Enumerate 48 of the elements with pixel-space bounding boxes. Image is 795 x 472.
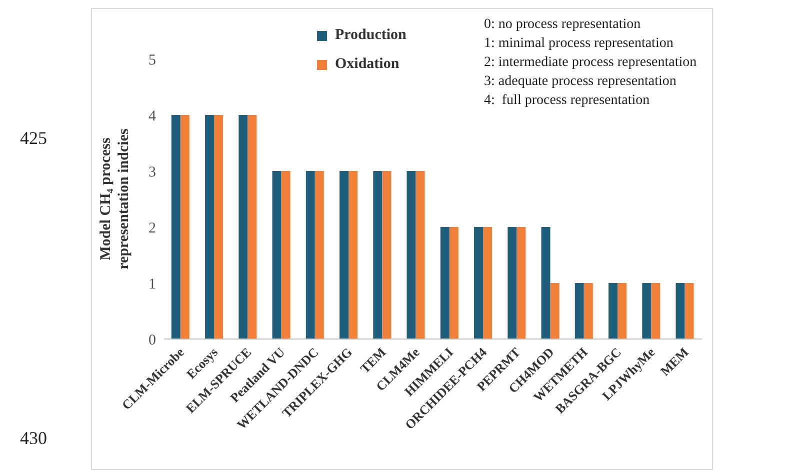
bar (508, 227, 517, 339)
y-tick-label: 5 (148, 52, 156, 68)
bar (214, 115, 224, 339)
bar (406, 171, 416, 339)
bar (373, 171, 382, 339)
y-tick-label: 2 (148, 220, 156, 236)
bar (449, 227, 458, 339)
y-tick-label: 1 (148, 276, 156, 292)
y-axis-title: Model CH₄ process representation indcies (98, 128, 132, 270)
bar (248, 115, 257, 339)
bar (608, 283, 618, 339)
legend-label: Production (334, 27, 406, 44)
bar (483, 227, 492, 339)
text: 425 (20, 128, 47, 149)
bar (541, 227, 550, 339)
bar (618, 283, 627, 339)
bar (440, 227, 450, 339)
bar (516, 227, 526, 339)
text: 0: no process representation (484, 16, 642, 34)
annotation: 2: intermediate process representation (484, 54, 697, 72)
bar (238, 115, 248, 339)
bar (416, 171, 425, 339)
bar (382, 171, 392, 339)
legend-label: Oxidation (334, 56, 400, 73)
bar (340, 171, 349, 339)
bar (205, 115, 214, 339)
text: 1: minimal process representation (484, 35, 674, 53)
annotation: 3: adequate process representation (484, 73, 678, 91)
bar (651, 283, 660, 339)
y-tick-label: 0 (148, 332, 156, 348)
bar (684, 283, 694, 339)
bar (171, 115, 180, 339)
y-tick-label: 3 (148, 164, 156, 180)
bar (642, 283, 652, 339)
bar (281, 171, 290, 339)
text: 430 (20, 428, 47, 449)
bar (584, 283, 593, 339)
bar (348, 171, 358, 339)
bar (474, 227, 484, 339)
bar (676, 283, 685, 339)
bar (272, 171, 282, 339)
bar (306, 171, 315, 339)
y-tick-label: 4 (148, 108, 156, 124)
bar (314, 171, 324, 339)
bar (550, 283, 560, 339)
annotation: 4: full process representation (484, 92, 651, 110)
bar (180, 115, 190, 339)
bar (574, 283, 584, 339)
